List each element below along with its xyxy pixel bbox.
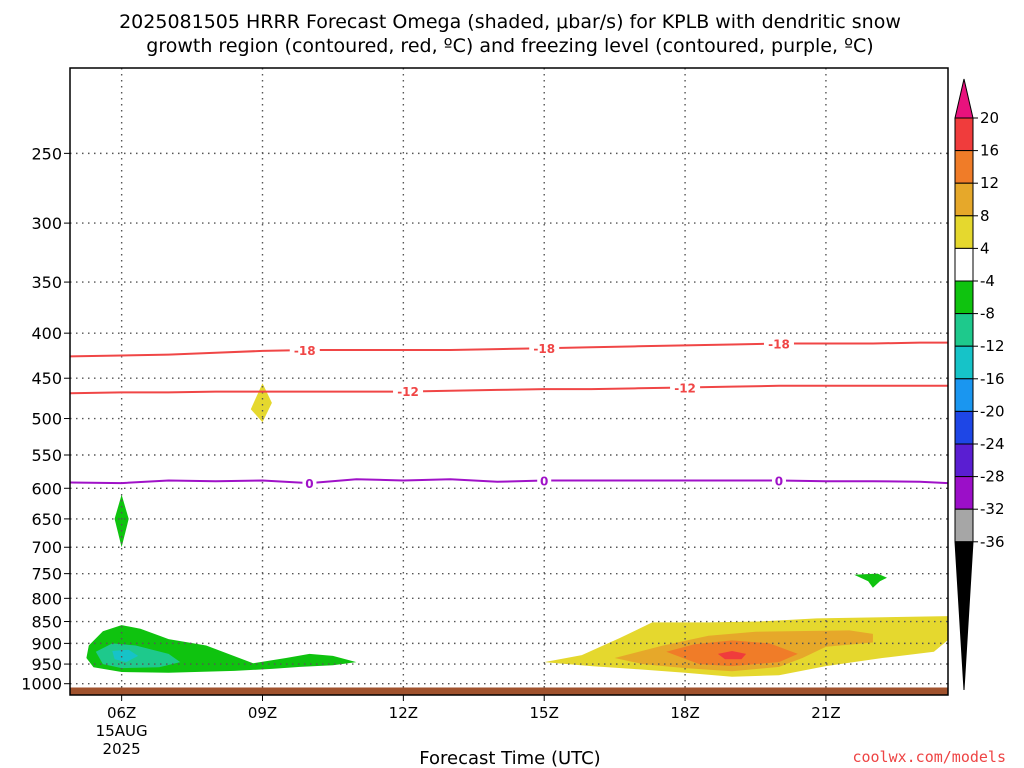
contour-label--12-1: -12 xyxy=(674,381,696,395)
colorbar-label-20: 20 xyxy=(980,109,999,127)
colorbar-segment-5 xyxy=(954,280,974,315)
colorbar-label-16: 16 xyxy=(980,142,999,160)
colorbar-segment-11 xyxy=(954,476,974,510)
ground-surface xyxy=(70,687,948,695)
colorbar-label--8: -8 xyxy=(980,305,995,323)
colorbar-segment-9 xyxy=(954,410,974,445)
y-tick-label-350: 350 xyxy=(31,273,62,292)
colorbar-label--28: -28 xyxy=(980,468,1005,486)
contour-label-0-1: 0 xyxy=(540,475,548,489)
colorbar-label--4: -4 xyxy=(980,272,995,290)
colorbar-bottom-arrow xyxy=(954,541,974,691)
contour-label-bg xyxy=(289,343,320,358)
y-tick-label-900: 900 xyxy=(31,634,62,653)
contour-label--18-1: -18 xyxy=(533,342,555,356)
colorbar-segment-10 xyxy=(954,443,974,478)
x-tick-label-18Z: 18Z xyxy=(670,704,699,722)
contour--18 xyxy=(70,341,948,358)
chart-title-line-2: growth region (contoured, red, ºC) and f… xyxy=(146,35,873,57)
colorbar-label--12: -12 xyxy=(980,337,1005,355)
y-tick-label-850: 850 xyxy=(31,613,62,632)
colorbar-segment-3 xyxy=(954,215,974,249)
colorbar-segment-4 xyxy=(954,247,974,282)
omega-region-5 xyxy=(112,649,139,663)
colorbar-label--36: -36 xyxy=(980,533,1005,551)
y-tick-label-250: 250 xyxy=(31,144,62,163)
omega-region-2 xyxy=(854,573,887,588)
contour-label--12-0: -12 xyxy=(397,385,419,399)
y-tick-label-400: 400 xyxy=(31,324,62,343)
omega-region-0 xyxy=(250,383,272,423)
x-tick-label-06Z: 06Z xyxy=(107,704,136,722)
colorbar-segment-7 xyxy=(954,345,974,380)
colorbar-segment-0 xyxy=(954,117,974,152)
y-tick-label-550: 550 xyxy=(31,446,62,465)
colorbar-label--16: -16 xyxy=(980,370,1005,388)
omega-region-9 xyxy=(717,651,747,660)
y-tick-label-300: 300 xyxy=(31,214,62,233)
colorbar-segment-2 xyxy=(954,182,974,217)
y-tick-label-450: 450 xyxy=(31,369,62,388)
colorbar-label--20: -20 xyxy=(980,402,1005,420)
colorbar-label-8: 8 xyxy=(980,207,990,225)
contour-label-bg xyxy=(529,341,560,356)
contour-label-bg xyxy=(763,336,794,351)
omega-region-1 xyxy=(114,494,129,548)
y-tick-label-1000: 1000 xyxy=(21,675,62,694)
y-tick-label-700: 700 xyxy=(31,538,62,557)
contour-label-0-2: 0 xyxy=(775,475,783,489)
y-tick-label-950: 950 xyxy=(31,655,62,674)
contour-label-bg xyxy=(302,476,317,491)
colorbar-segment-1 xyxy=(954,150,974,184)
colorbar: 20 16 12 8 4 -4 -8 -12 -16 -20 -24 -28 -32 -36 xyxy=(954,78,1005,691)
colorbar-label-4: 4 xyxy=(980,239,990,257)
omega-shading xyxy=(86,383,948,677)
contour-label--18-2: -18 xyxy=(768,338,790,352)
contour-label-bg xyxy=(771,473,786,488)
x-tick-date: 15AUG xyxy=(96,722,148,740)
y-tick-label-650: 650 xyxy=(31,510,62,529)
omega-region-4 xyxy=(95,643,181,669)
contour-label--18-0: -18 xyxy=(294,344,316,358)
y-tick-label-600: 600 xyxy=(31,479,62,498)
y-tick-label-750: 750 xyxy=(31,565,62,584)
colorbar-segment-12 xyxy=(954,508,974,543)
plot-area: 250 300 350 400 450 500 550 600 650 700 750 800 850 9… xyxy=(21,67,949,758)
source-credit: coolwx.com/models xyxy=(852,748,1006,766)
colorbar-segment-6 xyxy=(954,313,974,347)
contour-0 xyxy=(70,478,948,485)
contour-lines: -18 -18 -18 -12 -12 0 0 0 xyxy=(70,336,948,491)
contour-label-bg xyxy=(670,380,701,395)
contour-label-bg xyxy=(537,473,552,488)
y-tick-label-800: 800 xyxy=(31,589,62,608)
x-tick-year: 2025 xyxy=(103,740,141,758)
colorbar-top-arrow xyxy=(954,78,974,119)
chart-title-line-1: 2025081505 HRRR Forecast Omega (shaded, … xyxy=(119,11,901,33)
plot-frame xyxy=(69,67,949,696)
colorbar-label--24: -24 xyxy=(980,435,1005,453)
colorbar-segment-8 xyxy=(954,378,974,412)
x-tick-label-12Z: 12Z xyxy=(389,704,418,722)
x-tick-label-09Z: 09Z xyxy=(248,704,277,722)
colorbar-label-12: 12 xyxy=(980,174,999,192)
contour--12 xyxy=(70,384,948,395)
x-tick-label-15Z: 15Z xyxy=(530,704,559,722)
colorbar-label--32: -32 xyxy=(980,500,1005,518)
contour-label-0-0: 0 xyxy=(305,477,313,491)
x-tick-label-21Z: 21Z xyxy=(811,704,840,722)
x-axis-label: Forecast Time (UTC) xyxy=(419,748,600,768)
contour-label-bg xyxy=(393,383,424,398)
y-tick-label-500: 500 xyxy=(31,410,62,429)
